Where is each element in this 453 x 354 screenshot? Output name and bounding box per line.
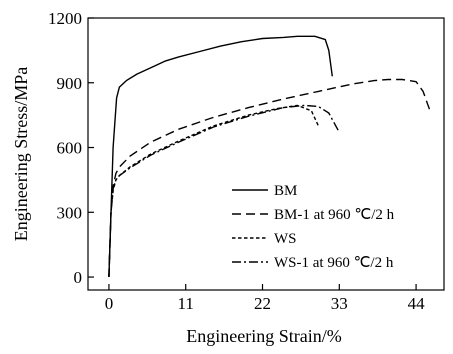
y-tick-label: 1200 bbox=[48, 9, 82, 28]
y-tick-label: 900 bbox=[57, 74, 83, 93]
x-tick-label: 44 bbox=[408, 294, 426, 313]
x-tick-label: 0 bbox=[105, 294, 114, 313]
series-line-2 bbox=[108, 78, 431, 278]
x-axis-ticks: 0 11 22 33 44 bbox=[105, 284, 425, 313]
legend-label: WS-1 at 960 ℃/2 h bbox=[274, 255, 394, 271]
series-line-1 bbox=[108, 35, 333, 278]
plot-frame bbox=[87, 17, 445, 291]
series-line-4 bbox=[108, 104, 340, 278]
y-tick-label: 300 bbox=[57, 203, 83, 222]
y-tick-label: 0 bbox=[74, 268, 83, 287]
x-tick-label: 22 bbox=[254, 294, 271, 313]
legend-label: BM bbox=[274, 183, 297, 199]
x-tick-label: 11 bbox=[178, 294, 194, 313]
legend-label: WS bbox=[274, 231, 297, 247]
x-axis-title: Engineering Strain/% bbox=[186, 326, 341, 346]
y-tick-label: 600 bbox=[57, 139, 83, 158]
y-axis-title: Engineering Stress/MPa bbox=[11, 67, 31, 241]
series-lines bbox=[108, 35, 431, 278]
series-line-3 bbox=[108, 104, 320, 278]
legend-label: BM-1 at 960 ℃/2 h bbox=[274, 207, 395, 223]
legend: BM BM-1 at 960 ℃/2 h WS WS-1 at 960 ℃/2 h bbox=[232, 183, 395, 271]
y-axis-ticks: 0 300 600 900 1200 bbox=[48, 9, 94, 287]
x-tick-label: 33 bbox=[331, 294, 348, 313]
